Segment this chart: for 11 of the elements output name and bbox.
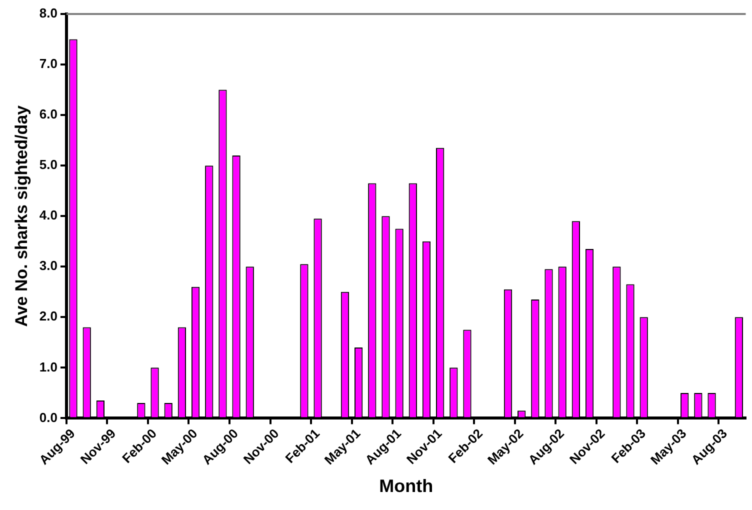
y-tick-label: 6.0 [39, 106, 58, 122]
y-tick-label: 4.0 [39, 208, 58, 223]
y-tick-label: 3.0 [39, 258, 58, 274]
y-tick-label: 0.0 [39, 410, 58, 425]
y-tick-label: 5.0 [39, 157, 58, 172]
y-tick-label: 2.0 [39, 308, 58, 324]
y-axis-title: Ave No. sharks sighted/day [12, 104, 31, 327]
y-tick-label: 1.0 [39, 359, 58, 374]
y-tick-label: 7.0 [39, 56, 58, 72]
y-tick-label: 8.0 [39, 6, 58, 21]
x-axis-title: Month [379, 476, 434, 496]
